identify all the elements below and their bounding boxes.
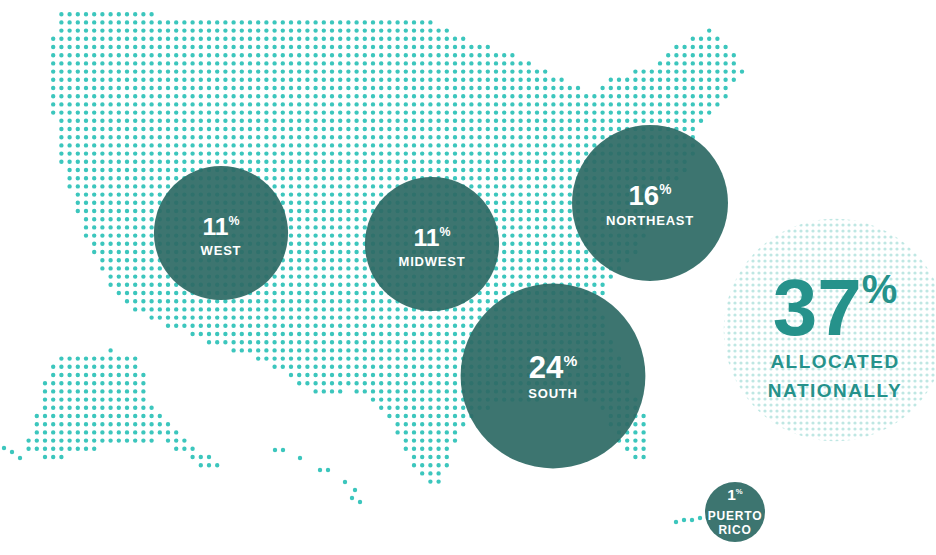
value-label: 16% xyxy=(629,180,672,211)
region-bubble: 11% MIDWEST xyxy=(365,177,499,311)
value-unit: % xyxy=(440,225,451,239)
value-unit: % xyxy=(736,487,743,496)
national-circle xyxy=(724,219,936,442)
region-bubble: 24%SOUTH xyxy=(461,284,646,469)
value-unit: % xyxy=(659,182,671,197)
value-unit: % xyxy=(229,214,240,228)
region-label: MIDWEST xyxy=(399,254,466,269)
value-unit: % xyxy=(862,267,898,311)
region-label: NORTHEAST xyxy=(606,213,694,228)
region-label-line: PUERTO xyxy=(708,509,763,523)
value-label: 37% xyxy=(773,263,898,352)
region-bubble: 1% PUERTORICO xyxy=(705,482,765,542)
bubble xyxy=(461,284,646,469)
region-label-line: MIDWEST xyxy=(399,254,466,269)
region-label-line: WEST xyxy=(201,243,242,258)
region-label: ALLOCATED NATIONALLY xyxy=(768,351,902,401)
map-chart: 11%WEST11%MIDWEST16%NORTHEAST24%SOUTH1%P… xyxy=(0,0,936,555)
value-label: 11% xyxy=(202,213,239,240)
value-unit: % xyxy=(563,352,577,369)
page-root: 11%WEST11%MIDWEST16%NORTHEAST24%SOUTH1%P… xyxy=(0,0,936,555)
value-label: 24% xyxy=(529,350,578,385)
region-bubble: 37%ALLOCATEDNATIONALLY xyxy=(724,219,936,442)
value-number: 11 xyxy=(202,213,228,240)
bubble xyxy=(572,125,728,281)
value-number: 24 xyxy=(529,350,564,385)
value-number: 11 xyxy=(413,224,439,251)
value-number: 16 xyxy=(629,180,660,211)
region-label-line: NATIONALLY xyxy=(768,380,902,401)
region-label-line: ALLOCATED xyxy=(770,351,899,372)
region-bubble: 11% WEST xyxy=(154,166,288,300)
map-dots xyxy=(2,12,744,524)
bubble xyxy=(365,177,499,311)
value-label: 1% xyxy=(727,486,743,503)
region-label: SOUTH xyxy=(528,386,578,401)
value-label: 11% xyxy=(413,224,450,251)
region-label: WEST xyxy=(201,243,242,258)
value-number: 37 xyxy=(773,263,862,352)
bubble xyxy=(154,166,288,300)
bubble xyxy=(705,482,765,542)
region-bubble: 16% NORTHEAST xyxy=(572,125,728,281)
region-label-line: NORTHEAST xyxy=(606,213,694,228)
region-label: PUERTORICO xyxy=(708,509,763,537)
region-label-line: RICO xyxy=(718,523,751,537)
region-label-line: SOUTH xyxy=(528,386,578,401)
